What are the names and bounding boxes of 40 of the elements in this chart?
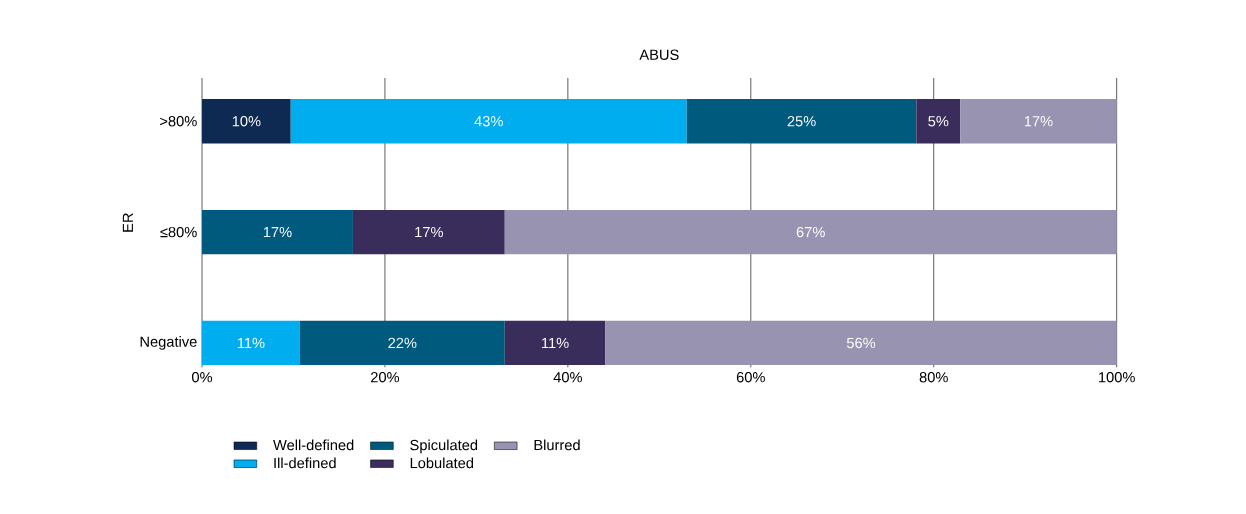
legend-label: Well-defined bbox=[273, 439, 354, 451]
chart-title: ABUS bbox=[639, 49, 679, 60]
bar bbox=[504, 209, 1117, 255]
legend-label: Ill-defined bbox=[274, 457, 336, 469]
bar bbox=[202, 320, 300, 366]
data-label: 11% bbox=[237, 337, 265, 349]
legend-label: Blurred bbox=[534, 439, 580, 451]
data-label: 17% bbox=[1024, 116, 1053, 127]
data-label: 11% bbox=[542, 337, 569, 349]
data-label: 22% bbox=[388, 337, 417, 349]
data-label: 10% bbox=[232, 116, 261, 127]
bar bbox=[504, 320, 606, 366]
legend-label: Lobulated bbox=[410, 457, 474, 469]
bar bbox=[299, 320, 505, 366]
x-tick-label: 40% bbox=[553, 372, 583, 383]
bar bbox=[352, 209, 505, 255]
data-label: 56% bbox=[846, 337, 876, 349]
bar bbox=[916, 99, 961, 144]
bar bbox=[605, 320, 1117, 366]
data-label: 67% bbox=[796, 226, 825, 238]
data-label: 25% bbox=[787, 116, 816, 127]
x-tick-label: 80% bbox=[919, 372, 948, 383]
y-tick-label: >80% bbox=[160, 116, 197, 127]
bar bbox=[960, 99, 1117, 144]
data-label: 5% bbox=[928, 116, 949, 127]
x-tick-label: 60% bbox=[736, 372, 765, 383]
bar bbox=[290, 99, 687, 144]
bar bbox=[202, 209, 353, 255]
x-tick-label: 20% bbox=[371, 372, 400, 383]
data-label: 17% bbox=[263, 226, 292, 238]
y-axis-title: ER bbox=[122, 213, 133, 232]
bar bbox=[686, 99, 917, 144]
x-tick-label: 100% bbox=[1099, 372, 1135, 383]
bar bbox=[202, 99, 291, 144]
y-tick-label: Negative bbox=[140, 336, 197, 350]
data-label: 17% bbox=[415, 226, 443, 238]
legend-label: Spiculated bbox=[410, 439, 478, 454]
y-tick-label: ≤80% bbox=[160, 226, 197, 238]
data-label: 43% bbox=[474, 116, 503, 127]
x-tick-label: 0% bbox=[191, 372, 213, 383]
